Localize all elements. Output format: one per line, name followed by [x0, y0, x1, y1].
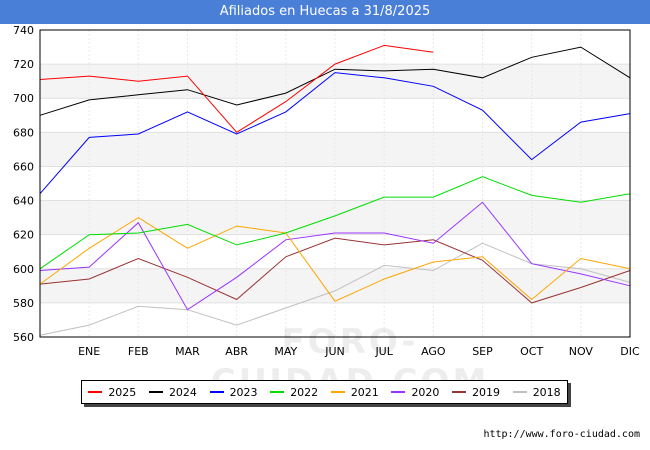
- legend-item-2020: 2020: [391, 386, 439, 399]
- series-line-2023: [39, 72, 631, 195]
- series-line-2019: [39, 237, 631, 304]
- background-band: [40, 268, 630, 303]
- x-tick-label: MAY: [274, 345, 297, 358]
- legend-label: 2018: [532, 385, 561, 399]
- y-tick-label: 640: [13, 195, 34, 208]
- chart-title: Afiliados en Huecas a 31/8/2025: [0, 0, 650, 24]
- y-tick-label: 600: [13, 263, 34, 276]
- x-tick-label: JUL: [374, 345, 393, 358]
- legend-item-2025: 2025: [88, 386, 136, 399]
- y-tick-label: 700: [13, 92, 34, 105]
- x-tick-label: ENE: [78, 345, 100, 358]
- x-tick-label: AGO: [421, 345, 446, 358]
- legend-item-2023: 2023: [209, 385, 258, 399]
- series-line-2021: [39, 217, 631, 302]
- legend-swatch: [452, 391, 467, 393]
- x-tick-label: OCT: [520, 345, 543, 358]
- y-tick-label: 680: [13, 126, 34, 139]
- y-tick-label: 740: [13, 24, 34, 37]
- x-tick-label: NOV: [569, 345, 594, 358]
- legend-label: 2023: [229, 385, 258, 399]
- legend-item-2019: 2019: [452, 386, 500, 399]
- legend-label: 2021: [350, 385, 379, 399]
- series-lines: [39, 44, 631, 336]
- legend-swatch: [88, 391, 103, 393]
- legend-item-2018: 2018: [512, 385, 561, 399]
- legend-item-2022: 2022: [270, 386, 318, 399]
- legend-swatch: [209, 391, 224, 393]
- series-line-2020: [39, 201, 631, 311]
- x-tick-label: DIC: [620, 345, 640, 358]
- legend-swatch: [512, 391, 527, 393]
- legend-label: 2019: [472, 385, 501, 399]
- legend-label: 2024: [168, 385, 197, 399]
- x-tick-label: ABR: [225, 345, 248, 358]
- legend-swatch: [148, 391, 163, 393]
- plot-frame: [39, 29, 631, 338]
- series-line-2025: [39, 44, 434, 133]
- series-line-2024: [39, 46, 631, 116]
- series-line-2022: [39, 176, 631, 270]
- legend-swatch: [270, 391, 285, 393]
- y-tick-label: 580: [13, 297, 34, 310]
- y-tick-label: 720: [13, 58, 34, 71]
- y-tick-label: 560: [13, 331, 34, 344]
- legend-label: 2022: [290, 385, 319, 399]
- legend-item-2021: 2021: [330, 385, 379, 399]
- source-url: http://www.foro-ciudad.com: [483, 429, 640, 440]
- legend-label: 2025: [108, 385, 137, 399]
- x-tick-label: JUN: [324, 345, 345, 358]
- y-axis-ticks: 560 580 600 620 640 660 680 700 720 740: [13, 24, 34, 344]
- x-tick-label: MAR: [175, 345, 200, 358]
- y-tick-label: 660: [13, 160, 34, 173]
- legend-label: 2020: [411, 385, 440, 399]
- x-axis-ticks: ENE FEB MAR ABR MAY JUN JUL AGO SEP OCT NOV DIC: [78, 345, 640, 358]
- legend-item-2024: 2024: [148, 385, 197, 399]
- x-tick-label: SEP: [472, 345, 493, 358]
- legend-swatch: [391, 391, 406, 393]
- legend: 2025 2024 2023 2022 2021 2020 2019 2018: [81, 380, 568, 404]
- background-band: [40, 132, 630, 167]
- x-tick-label: FEB: [128, 345, 149, 358]
- background-band: [40, 200, 630, 235]
- y-tick-label: 620: [13, 229, 34, 242]
- legend-swatch: [330, 391, 345, 393]
